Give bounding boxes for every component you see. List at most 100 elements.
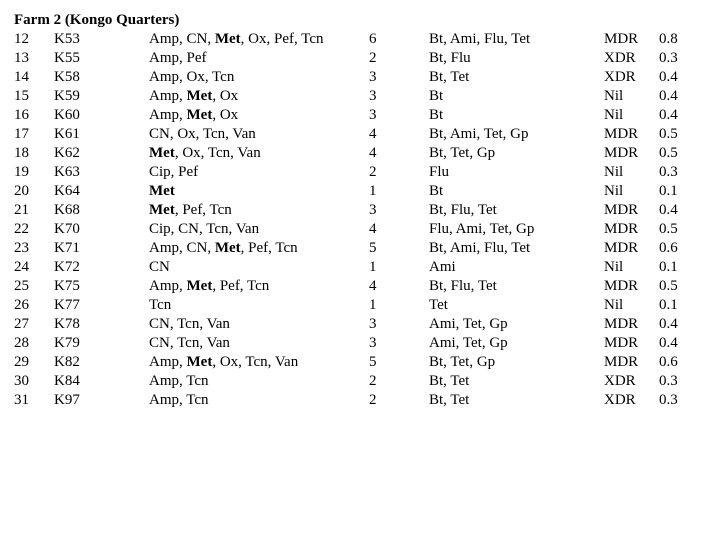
resistance-count: 3 xyxy=(369,69,429,88)
isolate-code: K62 xyxy=(54,145,149,164)
row-number: 31 xyxy=(14,392,54,411)
row-number: 20 xyxy=(14,183,54,202)
sensitivity-profile: Bt, Ami, Tet, Gp xyxy=(429,126,604,145)
table-row: 22K70Cip, CN, Tcn, Van4Flu, Ami, Tet, Gp… xyxy=(14,221,689,240)
isolate-code: K60 xyxy=(54,107,149,126)
isolate-code: K70 xyxy=(54,221,149,240)
sensitivity-profile: Bt, Ami, Flu, Tet xyxy=(429,240,604,259)
resistance-category: MDR xyxy=(604,278,659,297)
row-number: 13 xyxy=(14,50,54,69)
resistance-category: MDR xyxy=(604,240,659,259)
resistance-count: 5 xyxy=(369,354,429,373)
resistance-category: XDR xyxy=(604,392,659,411)
sensitivity-profile: Flu xyxy=(429,164,604,183)
resistance-count: 3 xyxy=(369,88,429,107)
resistance-category: XDR xyxy=(604,69,659,88)
isolate-code: K61 xyxy=(54,126,149,145)
table-row: 21K68Met, Pef, Tcn3Bt, Flu, TetMDR0.4 xyxy=(14,202,689,221)
mar-index: 0.3 xyxy=(659,50,689,69)
resistance-count: 4 xyxy=(369,221,429,240)
row-number: 26 xyxy=(14,297,54,316)
row-number: 30 xyxy=(14,373,54,392)
resistance-profile: Amp, CN, Met, Ox, Pef, Tcn xyxy=(149,31,369,50)
table-row: 31K97Amp, Tcn2Bt, TetXDR0.3 xyxy=(14,392,689,411)
resistance-category: MDR xyxy=(604,354,659,373)
sensitivity-profile: Bt, Tet, Gp xyxy=(429,145,604,164)
sensitivity-profile: Ami, Tet, Gp xyxy=(429,316,604,335)
resistance-category: XDR xyxy=(604,50,659,69)
isolate-code: K79 xyxy=(54,335,149,354)
resistance-profile: Amp, Tcn xyxy=(149,392,369,411)
resistance-profile: Amp, Pef xyxy=(149,50,369,69)
row-number: 19 xyxy=(14,164,54,183)
sensitivity-profile: Bt xyxy=(429,183,604,202)
isolate-code: K64 xyxy=(54,183,149,202)
resistance-category: MDR xyxy=(604,221,659,240)
table-row: 16K60Amp, Met, Ox3BtNil0.4 xyxy=(14,107,689,126)
isolate-code: K59 xyxy=(54,88,149,107)
table-row: 29K82Amp, Met, Ox, Tcn, Van5Bt, Tet, GpM… xyxy=(14,354,689,373)
isolate-code: K53 xyxy=(54,31,149,50)
resistance-count: 4 xyxy=(369,145,429,164)
sensitivity-profile: Bt, Tet xyxy=(429,69,604,88)
table-row: 28K79CN, Tcn, Van3Ami, Tet, GpMDR0.4 xyxy=(14,335,689,354)
mar-index: 0.5 xyxy=(659,126,689,145)
resistance-profile: Tcn xyxy=(149,297,369,316)
resistance-category: Nil xyxy=(604,259,659,278)
resistance-category: MDR xyxy=(604,145,659,164)
resistance-count: 2 xyxy=(369,392,429,411)
resistance-count: 4 xyxy=(369,278,429,297)
isolate-code: K97 xyxy=(54,392,149,411)
sensitivity-profile: Bt, Tet, Gp xyxy=(429,354,604,373)
isolate-code: K72 xyxy=(54,259,149,278)
table-row: 30K84Amp, Tcn2Bt, TetXDR0.3 xyxy=(14,373,689,392)
row-number: 29 xyxy=(14,354,54,373)
resistance-category: MDR xyxy=(604,316,659,335)
resistance-category: MDR xyxy=(604,31,659,50)
resistance-count: 3 xyxy=(369,202,429,221)
mar-index: 0.1 xyxy=(659,183,689,202)
mar-index: 0.1 xyxy=(659,297,689,316)
resistance-profile: Amp, Tcn xyxy=(149,373,369,392)
mar-index: 0.5 xyxy=(659,221,689,240)
resistance-profile: Met, Ox, Tcn, Van xyxy=(149,145,369,164)
table-row: 12K53Amp, CN, Met, Ox, Pef, Tcn6Bt, Ami,… xyxy=(14,31,689,50)
resistance-profile: Amp, Met, Ox xyxy=(149,107,369,126)
table-row: 23K71Amp, CN, Met, Pef, Tcn5Bt, Ami, Flu… xyxy=(14,240,689,259)
table-row: 19K63Cip, Pef2FluNil0.3 xyxy=(14,164,689,183)
mar-index: 0.8 xyxy=(659,31,689,50)
resistance-category: Nil xyxy=(604,183,659,202)
sensitivity-profile: Bt, Flu xyxy=(429,50,604,69)
resistance-count: 3 xyxy=(369,107,429,126)
isolate-code: K78 xyxy=(54,316,149,335)
resistance-category: MDR xyxy=(604,202,659,221)
table-row: 15K59Amp, Met, Ox3BtNil0.4 xyxy=(14,88,689,107)
isolate-code: K71 xyxy=(54,240,149,259)
resistance-profile: CN xyxy=(149,259,369,278)
sensitivity-profile: Ami xyxy=(429,259,604,278)
sensitivity-profile: Bt, Flu, Tet xyxy=(429,278,604,297)
resistance-count: 2 xyxy=(369,50,429,69)
mar-index: 0.6 xyxy=(659,354,689,373)
sensitivity-profile: Bt xyxy=(429,88,604,107)
table-row: 26K77Tcn1TetNil0.1 xyxy=(14,297,689,316)
row-number: 28 xyxy=(14,335,54,354)
resistance-count: 5 xyxy=(369,240,429,259)
table-row: 13K55Amp, Pef2Bt, FluXDR0.3 xyxy=(14,50,689,69)
sensitivity-profile: Bt xyxy=(429,107,604,126)
resistance-count: 2 xyxy=(369,373,429,392)
table-row: 24K72CN1AmiNil0.1 xyxy=(14,259,689,278)
resistance-profile: Amp, Ox, Tcn xyxy=(149,69,369,88)
mar-index: 0.4 xyxy=(659,316,689,335)
row-number: 14 xyxy=(14,69,54,88)
table-row: 17K61CN, Ox, Tcn, Van4Bt, Ami, Tet, GpMD… xyxy=(14,126,689,145)
row-number: 21 xyxy=(14,202,54,221)
resistance-count: 3 xyxy=(369,316,429,335)
resistance-count: 4 xyxy=(369,126,429,145)
resistance-count: 6 xyxy=(369,31,429,50)
isolate-code: K75 xyxy=(54,278,149,297)
row-number: 24 xyxy=(14,259,54,278)
resistance-count: 3 xyxy=(369,335,429,354)
mar-index: 0.4 xyxy=(659,335,689,354)
mar-index: 0.3 xyxy=(659,164,689,183)
